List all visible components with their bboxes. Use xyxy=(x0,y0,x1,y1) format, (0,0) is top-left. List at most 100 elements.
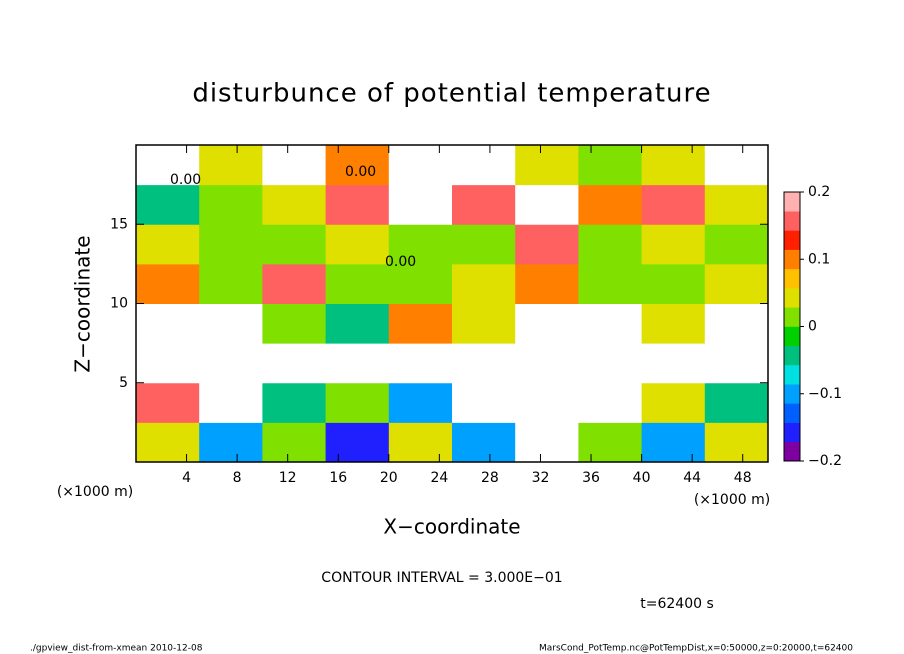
heat-cell xyxy=(578,184,643,225)
heat-cell xyxy=(199,303,263,344)
heat-cell xyxy=(136,184,200,225)
heat-cell xyxy=(199,145,263,186)
heat-cell xyxy=(388,382,453,423)
y-tick-label: 10 xyxy=(110,296,128,312)
x-tick-label: 20 xyxy=(380,470,398,486)
heat-cell xyxy=(136,303,200,344)
heat-cell xyxy=(704,184,769,225)
heat-cell xyxy=(641,382,706,423)
colorbar-segment xyxy=(784,384,800,404)
x-tick-label: 28 xyxy=(481,470,499,486)
heat-cell xyxy=(136,263,200,304)
heat-cell xyxy=(515,263,579,304)
colorbar-tick-label: 0.1 xyxy=(808,251,830,267)
heat-cell xyxy=(704,224,769,265)
heat-cell xyxy=(262,145,327,186)
y-axis-label: Z−coordinate xyxy=(71,235,95,372)
heat-cell xyxy=(388,263,453,304)
heat-cell xyxy=(388,224,453,265)
heat-cell xyxy=(515,145,579,186)
heat-cell xyxy=(262,422,327,463)
colorbar-tick-label: −0.1 xyxy=(808,386,842,402)
time-label: t=62400 s xyxy=(640,596,714,612)
heat-cell xyxy=(199,382,263,423)
heat-cell xyxy=(578,303,643,344)
heat-cell xyxy=(578,263,643,304)
heat-cell xyxy=(199,224,263,265)
heat-cell xyxy=(136,145,200,186)
colorbar-segment xyxy=(784,249,800,270)
heat-cell xyxy=(578,224,643,265)
contour-label: 0.00 xyxy=(385,254,416,270)
colorbar-segment xyxy=(784,192,800,212)
heat-cell xyxy=(641,263,706,304)
x-tick-label: 40 xyxy=(633,470,651,486)
heat-cell xyxy=(452,145,516,186)
heat-cell xyxy=(578,343,643,384)
contour-label: 0.00 xyxy=(170,172,201,188)
x-tick-label: 24 xyxy=(430,470,448,486)
x-tick-label: 32 xyxy=(532,470,550,486)
heat-cell xyxy=(515,184,579,225)
heat-cell xyxy=(388,145,453,186)
colorbar-tick-label: −0.2 xyxy=(808,453,842,469)
colorbar-segment xyxy=(784,422,800,443)
heat-cell xyxy=(452,263,516,304)
heat-cell xyxy=(136,422,200,463)
heat-cell xyxy=(515,224,579,265)
y-tick-label: 5 xyxy=(119,375,128,391)
heat-cell xyxy=(704,303,769,344)
heat-cell xyxy=(641,145,706,186)
heat-cell xyxy=(325,422,390,463)
colorbar-segment xyxy=(784,345,800,366)
heat-cell xyxy=(641,343,706,384)
x-tick-label: 12 xyxy=(279,470,297,486)
colorbar-segment xyxy=(784,211,800,231)
x-tick-label: 4 xyxy=(182,470,191,486)
heat-cell xyxy=(325,263,390,304)
heat-cell xyxy=(199,184,263,225)
heat-cell xyxy=(199,343,263,384)
heat-cell xyxy=(641,422,706,463)
heat-cell xyxy=(262,263,327,304)
heat-cell xyxy=(325,343,390,384)
colorbar-segment xyxy=(784,364,800,385)
heat-cell xyxy=(641,224,706,265)
x-tick-label: 48 xyxy=(734,470,752,486)
heat-cell xyxy=(452,224,516,265)
heat-cell xyxy=(515,343,579,384)
heat-cell xyxy=(452,422,516,463)
x-tick-label: 44 xyxy=(683,470,701,486)
heat-cell xyxy=(325,303,390,344)
heat-cell xyxy=(325,145,390,186)
colorbar-segment xyxy=(784,230,800,250)
heat-cell xyxy=(704,145,769,186)
colorbar-segment xyxy=(784,441,800,462)
heat-cell xyxy=(325,224,390,265)
heat-cell xyxy=(704,263,769,304)
x-unit: (×1000 m) xyxy=(57,484,133,500)
heat-cell xyxy=(452,303,516,344)
colorbar-segment xyxy=(784,288,800,308)
heat-cell xyxy=(388,422,453,463)
colorbar-segment xyxy=(784,403,800,423)
heat-cell xyxy=(388,184,453,225)
heat-cell xyxy=(136,343,200,384)
heat-cell xyxy=(262,382,327,423)
contour-interval: CONTOUR INTERVAL = 3.000E−01 xyxy=(321,570,562,586)
heat-cell xyxy=(641,184,706,225)
heat-cell xyxy=(578,145,643,186)
heat-cell xyxy=(452,184,516,225)
heat-cell xyxy=(325,382,390,423)
heat-cell xyxy=(262,303,327,344)
heat-cell xyxy=(199,422,263,463)
colorbar-segment xyxy=(784,326,800,347)
y-tick-label: 15 xyxy=(110,216,128,232)
colorbar-tick-label: 0.2 xyxy=(808,184,830,200)
heat-cell xyxy=(262,224,327,265)
heat-cell xyxy=(578,422,643,463)
colorbar-tick-label: 0 xyxy=(808,319,817,335)
heat-cell xyxy=(704,422,769,463)
heat-cell xyxy=(262,343,327,384)
